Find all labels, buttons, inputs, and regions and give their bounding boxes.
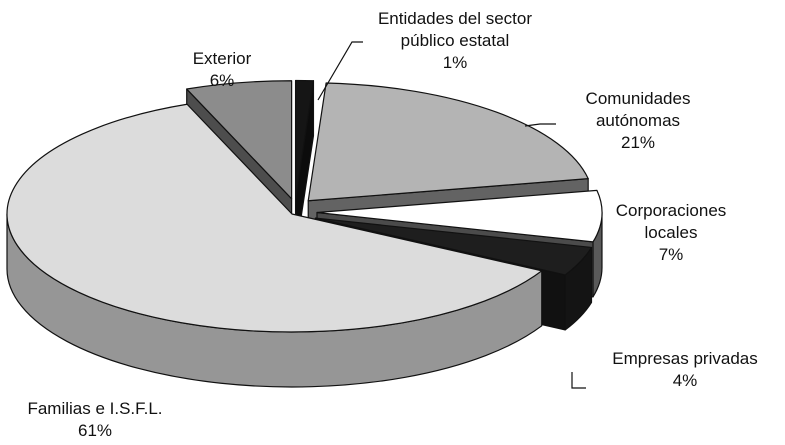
slice-label: Familias e I.S.F.L. 61% xyxy=(0,398,195,442)
slice-top xyxy=(186,80,293,200)
category-name: Empresas privadas xyxy=(612,349,758,368)
value-label: 7% xyxy=(658,245,684,264)
slice xyxy=(6,103,543,388)
leader-lines xyxy=(317,41,586,389)
slice-label: Exterior 6% xyxy=(162,48,282,92)
slice-top xyxy=(307,82,589,202)
slice-top xyxy=(314,217,593,276)
leader-line xyxy=(571,372,586,389)
category-name: Comunidades autónomas xyxy=(585,89,691,130)
slice-top xyxy=(316,189,603,243)
leader-line xyxy=(524,123,556,127)
slice-top xyxy=(6,103,543,333)
slice-top xyxy=(294,79,315,200)
category-name: Exterior xyxy=(192,49,252,68)
slice xyxy=(294,79,315,255)
leader-line xyxy=(317,41,363,101)
slice-label: Empresas privadas 4% xyxy=(568,348,785,392)
slice-label: Entidades del sector público estatal 1% xyxy=(350,8,560,74)
slices xyxy=(6,79,603,388)
value-label: 1% xyxy=(442,53,468,72)
value-label: 21% xyxy=(620,133,656,152)
category-name: Corporaciones locales xyxy=(615,201,727,242)
value-label: 6% xyxy=(209,71,235,90)
slice-label: Comunidades autónomas 21% xyxy=(568,88,708,154)
value-label: 61% xyxy=(77,421,113,440)
value-label: 4% xyxy=(672,371,698,390)
category-name: Familias e I.S.F.L. xyxy=(27,399,163,418)
category-name: Entidades del sector público estatal xyxy=(377,9,533,50)
slice-label: Corporaciones locales 7% xyxy=(596,200,746,266)
